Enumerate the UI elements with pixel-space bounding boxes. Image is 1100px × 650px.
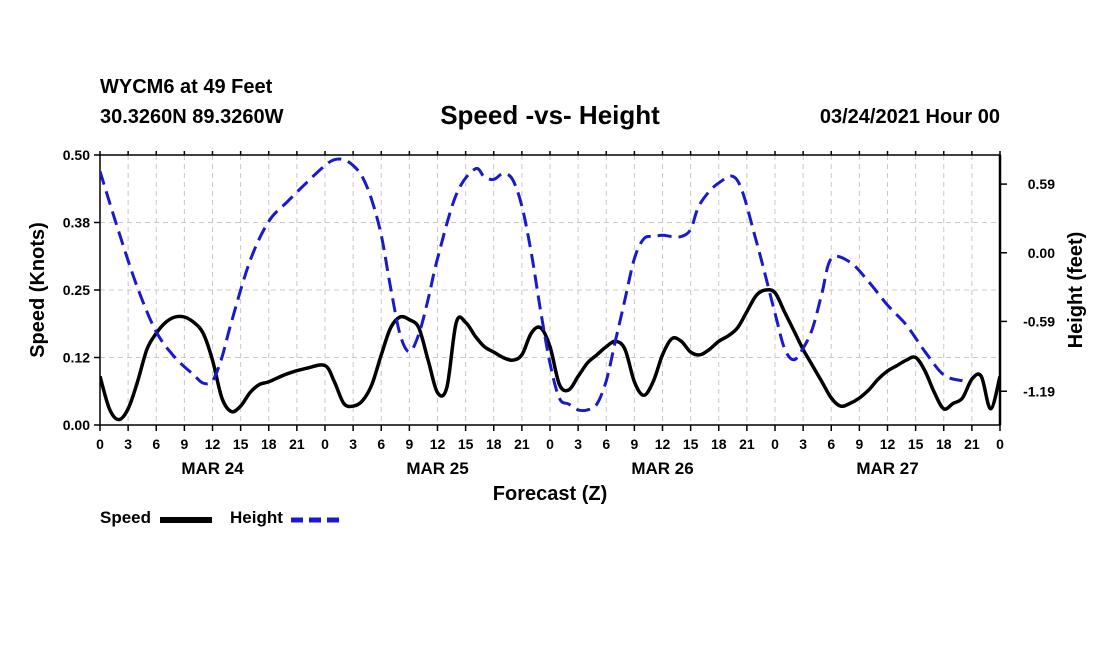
x-tick-label: 9: [405, 436, 413, 452]
y-left-tick-label: 0.25: [63, 282, 90, 298]
x-tick-label: 3: [799, 436, 807, 452]
x-tick-label: 6: [602, 436, 610, 452]
x-tick-label: 6: [152, 436, 160, 452]
y-left-tick-label: 0.12: [63, 350, 90, 366]
x-tick-label: 0: [96, 436, 104, 452]
y-left-tick-label: 0.00: [63, 417, 90, 433]
x-tick-label: 18: [711, 436, 727, 452]
x-axis-title: Forecast (Z): [493, 483, 607, 505]
x-tick-label: 21: [289, 436, 305, 452]
x-tick-label: 12: [880, 436, 896, 452]
y-right-tick-label: 0.59: [1028, 176, 1055, 192]
series-line-height: [100, 157, 963, 413]
x-tick-label: 21: [964, 436, 980, 452]
x-tick-label: 3: [574, 436, 582, 452]
y-right-tick-label: 0.00: [1028, 245, 1055, 261]
y-right-tick-label: -0.59: [1023, 313, 1055, 329]
legend-speed-swatch: [160, 517, 212, 523]
x-tick-label: 0: [546, 436, 554, 452]
legend-height-swatch: [291, 517, 343, 523]
legend-speed: Speed: [100, 508, 151, 528]
day-label: MAR 25: [406, 459, 468, 478]
series-line-speed: [100, 287, 1000, 422]
x-tick-label: 0: [771, 436, 779, 452]
y-right-axis-title: Height (feet): [1065, 232, 1087, 349]
legend-speed-label: Speed: [100, 508, 152, 527]
x-tick-label: 0: [996, 436, 1004, 452]
x-tick-label: 3: [124, 436, 132, 452]
x-tick-label: 12: [205, 436, 221, 452]
x-tick-label: 21: [739, 436, 755, 452]
x-tick-label: 15: [458, 436, 474, 452]
legend-height-label: Height: [230, 508, 283, 527]
x-tick-label: 9: [855, 436, 863, 452]
x-tick-label: 12: [655, 436, 671, 452]
x-tick-label: 15: [233, 436, 249, 452]
forecast-time: 03/24/2021 Hour 00: [819, 106, 1000, 128]
x-tick-label: 9: [630, 436, 638, 452]
day-label: MAR 26: [631, 459, 693, 478]
station-coords: 30.3260N 89.3260W: [100, 106, 284, 128]
station-name: WYCM6 at 49 Feet: [100, 76, 273, 98]
day-label: MAR 24: [181, 459, 244, 478]
x-tick-label: 12: [430, 436, 446, 452]
x-tick-label: 0: [321, 436, 329, 452]
x-tick-label: 15: [683, 436, 699, 452]
y-left-tick-label: 0.38: [63, 215, 90, 231]
day-label: MAR 27: [856, 459, 918, 478]
y-left-axis-title: Speed (Knots): [27, 222, 49, 358]
x-tick-label: 6: [377, 436, 385, 452]
x-tick-label: 21: [514, 436, 530, 452]
x-tick-label: 18: [936, 436, 952, 452]
x-tick-label: 18: [486, 436, 502, 452]
x-tick-label: 3: [349, 436, 357, 452]
x-tick-label: 18: [261, 436, 277, 452]
legend-height: Height: [230, 508, 283, 528]
y-right-tick-label: -1.19: [1023, 383, 1055, 399]
x-tick-label: 9: [180, 436, 188, 452]
y-left-tick-label: 0.50: [63, 147, 90, 163]
chart-title: Speed -vs- Height: [440, 100, 660, 130]
x-tick-label: 6: [827, 436, 835, 452]
x-tick-label: 15: [908, 436, 924, 452]
